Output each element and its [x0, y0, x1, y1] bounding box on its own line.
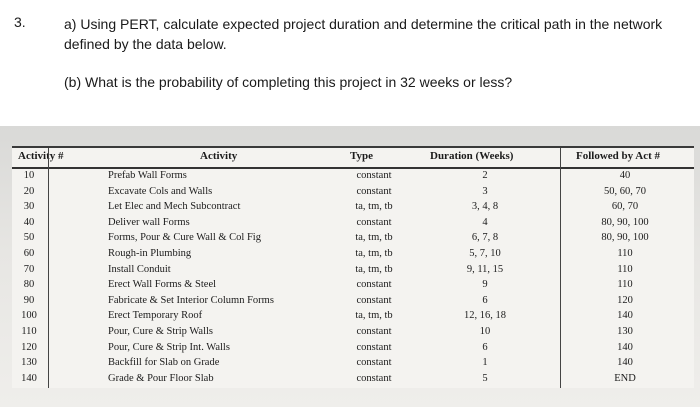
- cell-followed-by: 110: [617, 263, 633, 275]
- activity-table: Activity # Activity Type Duration (Weeks…: [12, 146, 694, 388]
- cell-followed-by: 40: [619, 170, 631, 181]
- cell-activity: Forms, Pour & Cure Wall & Col Fig: [108, 232, 261, 244]
- cell-activity: Erect Temporary Roof: [108, 310, 203, 322]
- cell-duration: 12, 16, 18: [464, 310, 506, 322]
- cell-followed-by: 140: [617, 341, 633, 353]
- cell-activity: Pour, Cure & Strip Walls: [108, 326, 213, 337]
- cell-activity-number: 30: [23, 201, 35, 213]
- cell-activity: Prefab Wall Forms: [108, 170, 187, 181]
- cell-duration: 2: [482, 170, 488, 181]
- cell-duration: 6, 7, 8: [471, 232, 499, 244]
- cell-activity: Let Elec and Mech Subcontract: [108, 201, 241, 213]
- cell-activity: Erect Wall Forms & Steel: [108, 279, 217, 291]
- cell-activity-number: 50: [23, 232, 35, 244]
- header-type: Type: [350, 150, 374, 162]
- cell-activity-number: 40: [23, 216, 35, 228]
- cell-type: constant: [356, 357, 392, 369]
- cell-activity-number: 80: [23, 279, 35, 291]
- cell-followed-by: 120: [617, 294, 633, 306]
- cell-activity-number: 120: [21, 341, 37, 353]
- cell-type: ta, tm, tb: [355, 248, 393, 259]
- question-part-b: (b) What is the probability of completin…: [64, 74, 513, 90]
- cell-activity: Backfill for Slab on Grade: [108, 357, 220, 369]
- cell-duration: 10: [479, 326, 491, 337]
- cell-duration: 6: [482, 294, 488, 306]
- cell-activity: Pour, Cure & Strip Int. Walls: [108, 341, 230, 353]
- cell-activity-number: 140: [21, 372, 37, 384]
- cell-activity-number: 110: [21, 326, 37, 337]
- cell-activity: Deliver wall Forms: [108, 216, 190, 228]
- cell-type: ta, tm, tb: [355, 310, 393, 322]
- cell-activity-number: 20: [23, 185, 35, 197]
- cell-followed-by: 110: [617, 248, 633, 259]
- cell-type: constant: [356, 170, 392, 181]
- cell-duration: 5: [482, 372, 488, 384]
- header-duration: Duration (Weeks): [430, 150, 514, 162]
- cell-followed-by: 80, 90, 100: [601, 232, 649, 244]
- cell-activity-number: 90: [23, 294, 35, 306]
- cell-type: constant: [356, 341, 392, 353]
- cell-activity: Install Conduit: [108, 263, 171, 275]
- cell-type: constant: [356, 279, 392, 291]
- cell-duration: 1: [482, 357, 488, 369]
- cell-followed-by: 140: [617, 357, 633, 369]
- cell-type: constant: [356, 372, 392, 384]
- column-divider: [48, 148, 49, 388]
- cell-activity-number: 100: [21, 310, 37, 322]
- cell-type: constant: [356, 294, 392, 306]
- cell-type: constant: [356, 216, 392, 228]
- cell-activity-number: 60: [23, 248, 35, 259]
- cell-type: constant: [356, 185, 392, 197]
- cell-followed-by: 130: [617, 326, 633, 337]
- cell-followed-by: 140: [617, 310, 633, 322]
- question-number: 3.: [14, 14, 26, 30]
- header-rule: [12, 167, 694, 169]
- cell-activity: Fabricate & Set Interior Column Forms: [108, 294, 274, 306]
- cell-followed-by: 110: [617, 279, 633, 291]
- question-part-a: a) Using PERT, calculate expected projec…: [64, 16, 663, 52]
- cell-followed-by: 60, 70: [611, 201, 639, 213]
- cell-type: ta, tm, tb: [355, 201, 393, 213]
- cell-activity-number: 70: [23, 263, 35, 275]
- cell-type: constant: [356, 326, 392, 337]
- cell-activity: Grade & Pour Floor Slab: [108, 372, 214, 384]
- header-activity: Activity: [200, 150, 238, 162]
- header-activity-number: Activity #: [18, 150, 64, 162]
- column-divider: [560, 148, 561, 388]
- cell-duration: 3, 4, 8: [471, 201, 499, 213]
- cell-followed-by: 50, 60, 70: [604, 185, 646, 197]
- cell-type: ta, tm, tb: [355, 263, 393, 275]
- header-followed-by: Followed by Act #: [576, 150, 661, 162]
- cell-followed-by: 80, 90, 100: [601, 216, 649, 228]
- cell-followed-by: END: [614, 372, 636, 384]
- cell-duration: 5, 7, 10: [469, 248, 501, 259]
- table-photo: Activity # Activity Type Duration (Weeks…: [0, 126, 700, 407]
- cell-duration: 6: [482, 341, 488, 353]
- cell-activity: Excavate Cols and Walls: [108, 185, 213, 197]
- cell-activity: Rough-in Plumbing: [108, 248, 192, 259]
- cell-duration: 3: [482, 185, 488, 197]
- cell-activity-number: 130: [21, 357, 37, 369]
- cell-duration: 9, 11, 15: [466, 263, 504, 275]
- cell-duration: 4: [482, 216, 488, 228]
- cell-activity-number: 10: [23, 170, 35, 181]
- cell-type: ta, tm, tb: [355, 232, 393, 244]
- cell-duration: 9: [482, 279, 488, 291]
